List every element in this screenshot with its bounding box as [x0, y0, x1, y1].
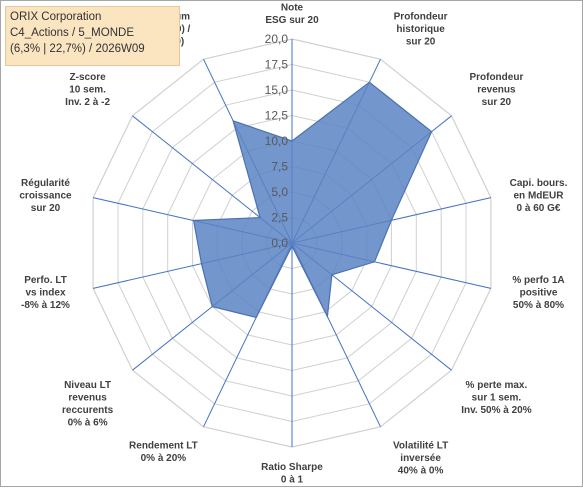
axis-label: Rendement LT 0% à 20%: [129, 440, 198, 464]
axis-label-line: Profondeur: [394, 12, 448, 23]
axis-label-line: historique: [396, 24, 445, 35]
axis-label-line: Volatilité LT: [393, 440, 448, 451]
axis-label: % perte max.sur 1 sem. Inv. 50% à 20%: [461, 380, 532, 416]
axis-label-line: Perfo. LT: [24, 275, 67, 286]
series-area: [194, 82, 432, 317]
axis-label-line: sur 20: [406, 37, 436, 48]
title-box: ORIX Corporation C4_Actions / 5_MONDE (6…: [5, 6, 180, 66]
axis-label-line: en MdEUR: [514, 191, 565, 202]
axis-label-line: sur 1 sem.: [472, 392, 522, 403]
axis-label-line: 0 à 1: [281, 475, 304, 486]
portfolio-name: C4_Actions / 5_MONDE: [10, 25, 175, 41]
axis-label: Perfo. LT vs index-8% à 12%: [21, 275, 70, 311]
tick-label: 15,0: [265, 83, 289, 97]
axis-label: Z-score 10 sem.Inv. 2 à -2: [65, 72, 110, 108]
axis-label-line: inversée: [400, 453, 441, 464]
axis-label-line: Z-score: [70, 72, 107, 83]
axis-label-line: 10 sem.: [69, 85, 106, 96]
axis-label-line: Inv. 50% à 20%: [461, 405, 532, 416]
axis-label-line: revenus: [68, 392, 107, 403]
axis-label-line: 0% à 20%: [141, 453, 187, 464]
axis-label: Ratio Sharpe 0 à 1: [261, 462, 323, 486]
axis-label-line: Capi. bours.: [510, 178, 568, 189]
axis-label-line: -8% à 12%: [21, 300, 70, 311]
axis-label-line: croissance: [19, 191, 72, 202]
axis-label-line: Note: [281, 3, 304, 14]
axis-label-line: sur 20: [31, 203, 61, 214]
tick-label: 20,0: [265, 32, 289, 46]
axis-label-line: vs index: [25, 288, 65, 299]
company-name: ORIX Corporation: [10, 9, 175, 25]
axis-label-line: Régularité: [21, 178, 70, 189]
tick-label: 5,0: [271, 185, 288, 199]
tick-label: 0,0: [271, 236, 288, 250]
tick-label: 7,5: [271, 160, 288, 174]
axis-label-line: 0% à 6%: [68, 417, 108, 428]
axis-label-line: 50% à 80%: [513, 300, 564, 311]
axis-label-line: Rendement LT: [129, 440, 198, 451]
axis-label-line: sur 20: [482, 97, 512, 108]
axis-label-line: 0 à 60 G€: [517, 203, 561, 214]
axis-label-line: Ratio Sharpe: [261, 462, 323, 473]
tick-label: 12,5: [265, 109, 289, 123]
tick-label: 17,5: [265, 58, 289, 72]
axis-label-line: Profondeur: [469, 72, 523, 83]
axis-label-line: ESG sur 20: [265, 15, 319, 26]
axis-label-line: 40% à 0%: [398, 465, 444, 476]
axis-label-line: reccurents: [62, 405, 114, 416]
axis-label-line: % perte max.: [466, 380, 528, 391]
axis-label-line: Inv. 2 à -2: [65, 97, 110, 108]
axis-label-line: revenus: [477, 85, 516, 96]
axis-label-line: positive: [520, 288, 558, 299]
series-layer: [194, 82, 432, 317]
performance-period: (6,3% | 22,7%) / 2026W09: [10, 41, 175, 57]
axis-label-line: % perfo 1A: [512, 275, 564, 286]
tick-label: 10,0: [265, 134, 289, 148]
tick-label: 2,5: [271, 211, 288, 225]
axis-label-line: Niveau LT: [64, 380, 111, 391]
